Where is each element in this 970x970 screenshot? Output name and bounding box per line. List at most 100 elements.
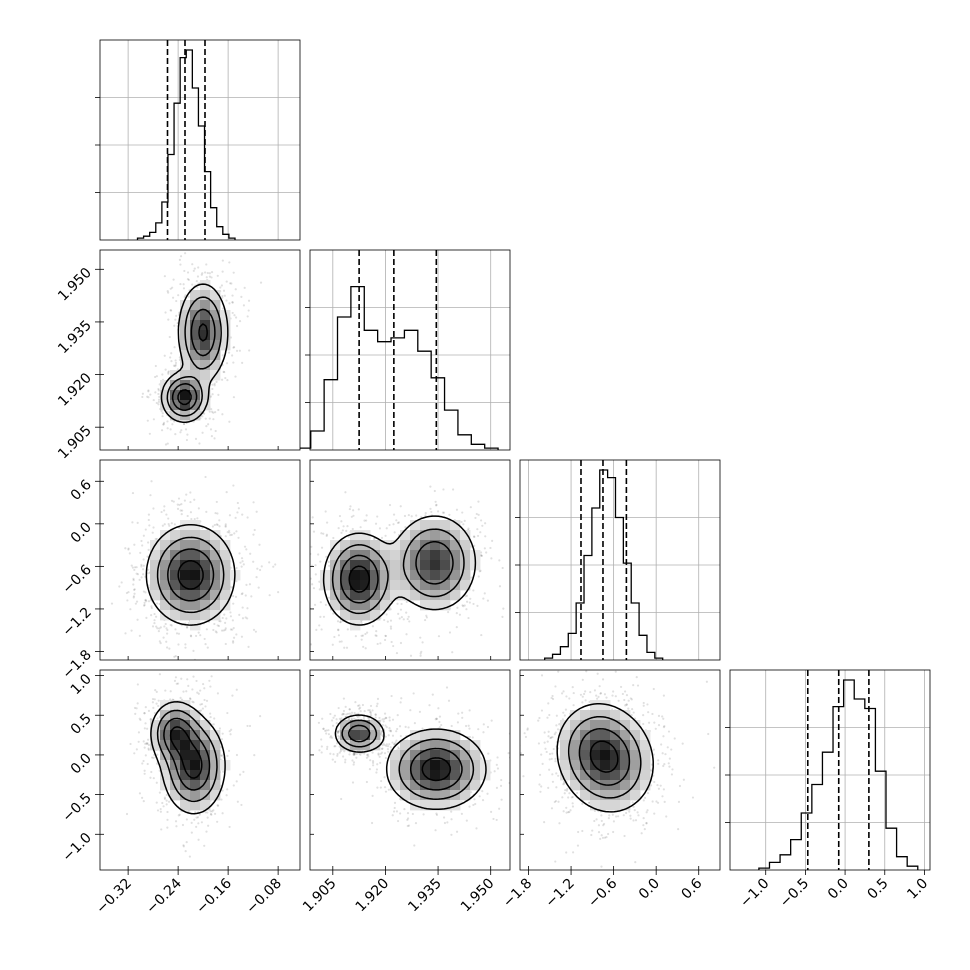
density-cell xyxy=(210,290,221,301)
scatter-point xyxy=(126,599,129,602)
contour-level-2 xyxy=(163,717,211,791)
scatter-point xyxy=(360,634,363,637)
scatter-point xyxy=(456,721,459,724)
scatter-point xyxy=(157,398,161,401)
scatter-point xyxy=(209,428,213,431)
scatter-point xyxy=(392,743,396,746)
scatter-point xyxy=(152,507,155,510)
scatter-point xyxy=(365,756,369,759)
scatter-point xyxy=(343,750,346,753)
scatter-point xyxy=(232,484,235,487)
scatter-point xyxy=(435,503,438,506)
density-cell xyxy=(400,790,411,801)
scatter-point xyxy=(186,433,189,436)
scatter-point xyxy=(240,295,243,299)
scatter-point xyxy=(211,387,214,391)
scatter-point xyxy=(170,522,173,525)
scatter-point xyxy=(474,802,477,806)
scatter-point xyxy=(173,324,176,327)
density-cell xyxy=(420,580,431,591)
scatter-point xyxy=(321,717,324,720)
scatter-point xyxy=(197,266,200,269)
scatter-point xyxy=(216,274,219,277)
scatter-point xyxy=(184,646,187,649)
scatter-point xyxy=(220,754,223,757)
scatter-point xyxy=(134,712,137,716)
scatter-point xyxy=(146,727,149,730)
scatter-point xyxy=(226,711,229,715)
scatter-point xyxy=(187,295,190,298)
scatter-point xyxy=(319,601,322,604)
scatter-point xyxy=(199,689,202,692)
scatter-point xyxy=(399,505,402,508)
scatter-point xyxy=(146,762,149,766)
density-cell xyxy=(190,320,201,331)
scatter-point xyxy=(319,560,322,563)
scatter-point xyxy=(176,682,180,685)
scatter-point xyxy=(135,572,138,575)
scatter-point xyxy=(478,795,481,798)
density-cell xyxy=(200,340,211,351)
scatter-point xyxy=(372,764,375,767)
scatter-point xyxy=(178,813,181,816)
scatter-point xyxy=(143,603,146,606)
density-cell xyxy=(180,790,191,801)
scatter-point xyxy=(274,563,277,566)
scatter-point xyxy=(384,634,387,638)
density-cell xyxy=(210,570,221,581)
density-cell xyxy=(190,370,201,381)
scatter-point xyxy=(163,796,167,799)
scatter-point xyxy=(182,283,185,286)
scatter-point xyxy=(393,806,396,810)
panel-background xyxy=(520,460,720,660)
scatter-point xyxy=(241,606,244,609)
scatter-point xyxy=(185,626,189,629)
scatter-point xyxy=(137,731,141,734)
scatter-point xyxy=(169,428,172,431)
density-cell xyxy=(400,750,411,761)
scatter-point xyxy=(210,664,212,666)
scatter-point xyxy=(174,628,177,631)
scatter-point xyxy=(424,512,427,515)
scatter-point xyxy=(162,636,165,639)
density-cell xyxy=(220,550,231,561)
scatter-point xyxy=(141,796,144,799)
scatter-point xyxy=(399,734,402,738)
scatter-point xyxy=(478,570,481,573)
density-cell xyxy=(450,530,461,541)
scatter-point xyxy=(387,734,390,737)
scatter-point xyxy=(239,561,242,564)
scatter-point xyxy=(498,559,501,562)
density-cell xyxy=(200,790,211,801)
scatter-point xyxy=(161,415,164,418)
density-cell xyxy=(210,320,221,331)
scatter-point xyxy=(486,792,489,795)
density-cell xyxy=(190,550,201,561)
scatter-point xyxy=(222,370,225,373)
scatter-point xyxy=(329,735,333,738)
scatter-point xyxy=(475,512,478,516)
scatter-point xyxy=(318,580,321,583)
scatter-point xyxy=(175,825,178,828)
scatter-point xyxy=(376,786,379,789)
scatter-point xyxy=(144,722,147,725)
scatter-point xyxy=(205,666,207,668)
density-cell xyxy=(160,720,171,731)
scatter-point xyxy=(410,515,413,518)
scatter-point xyxy=(369,704,373,708)
scatter-point xyxy=(327,560,330,564)
density-cell xyxy=(420,550,431,561)
scatter-point xyxy=(422,813,425,816)
density-cell xyxy=(460,550,471,561)
scatter-point xyxy=(155,401,158,405)
scatter-point xyxy=(322,727,325,730)
scatter-point xyxy=(216,820,219,823)
scatter-point xyxy=(467,616,470,620)
scatter-point xyxy=(235,753,239,757)
scatter-point xyxy=(120,581,123,584)
scatter-point xyxy=(391,741,394,744)
density-cell xyxy=(210,730,221,741)
scatter-point xyxy=(387,745,390,748)
density-cell xyxy=(170,750,181,761)
density-cell xyxy=(380,550,391,561)
